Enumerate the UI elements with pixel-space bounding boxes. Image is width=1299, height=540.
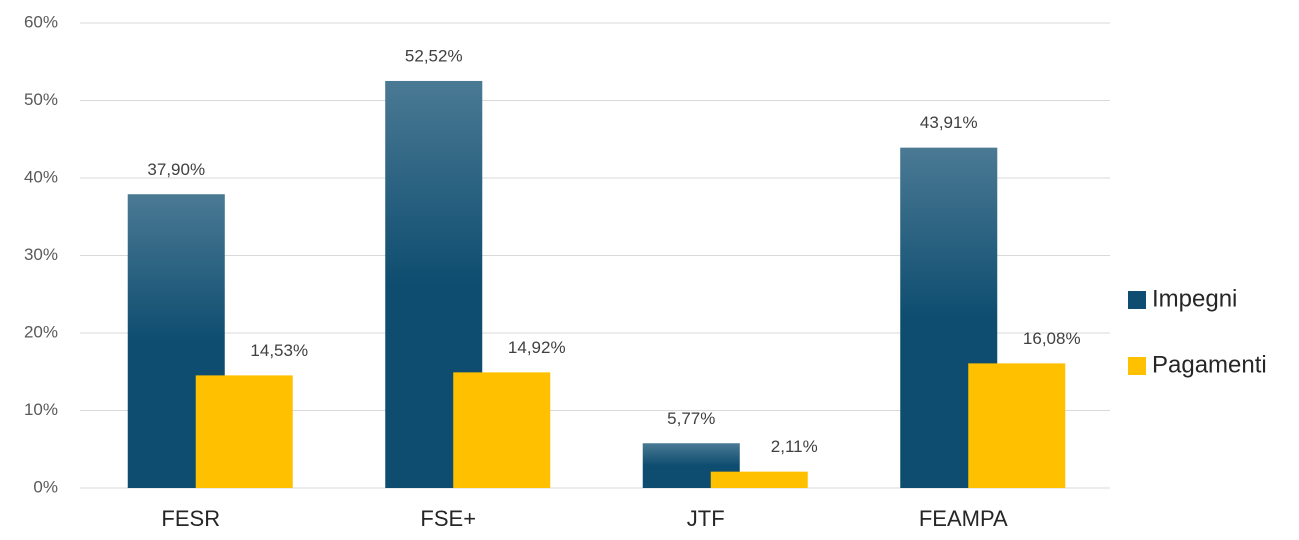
y-tick-label: 10% [24,400,58,419]
value-label: 5,77% [667,409,715,428]
value-label: 16,08% [1023,329,1081,348]
bar [453,372,551,488]
x-tick-label: FEAMPA [919,506,1008,531]
value-label: 43,91% [920,113,978,132]
value-label: 14,53% [250,341,308,360]
legend-swatch [1128,357,1146,375]
y-tick-label: 50% [24,90,58,109]
bar [710,471,808,488]
bar [195,375,293,488]
legend-label: Pagamenti [1152,351,1267,378]
value-label: 52,52% [405,46,463,65]
value-label: 2,11% [771,437,818,456]
y-tick-label: 20% [24,322,58,341]
legend-label: Impegni [1152,285,1237,312]
legend-swatch [1128,291,1146,309]
y-tick-label: 30% [24,245,58,264]
value-label: 37,90% [147,160,205,179]
bar [968,363,1066,488]
value-label: 14,92% [508,338,566,357]
x-tick-label: FSE+ [420,506,476,531]
y-tick-label: 60% [24,12,58,31]
x-tick-label: JTF [687,506,725,531]
y-tick-label: 40% [24,167,58,186]
y-tick-label: 0% [33,477,58,496]
x-tick-label: FESR [161,506,220,531]
